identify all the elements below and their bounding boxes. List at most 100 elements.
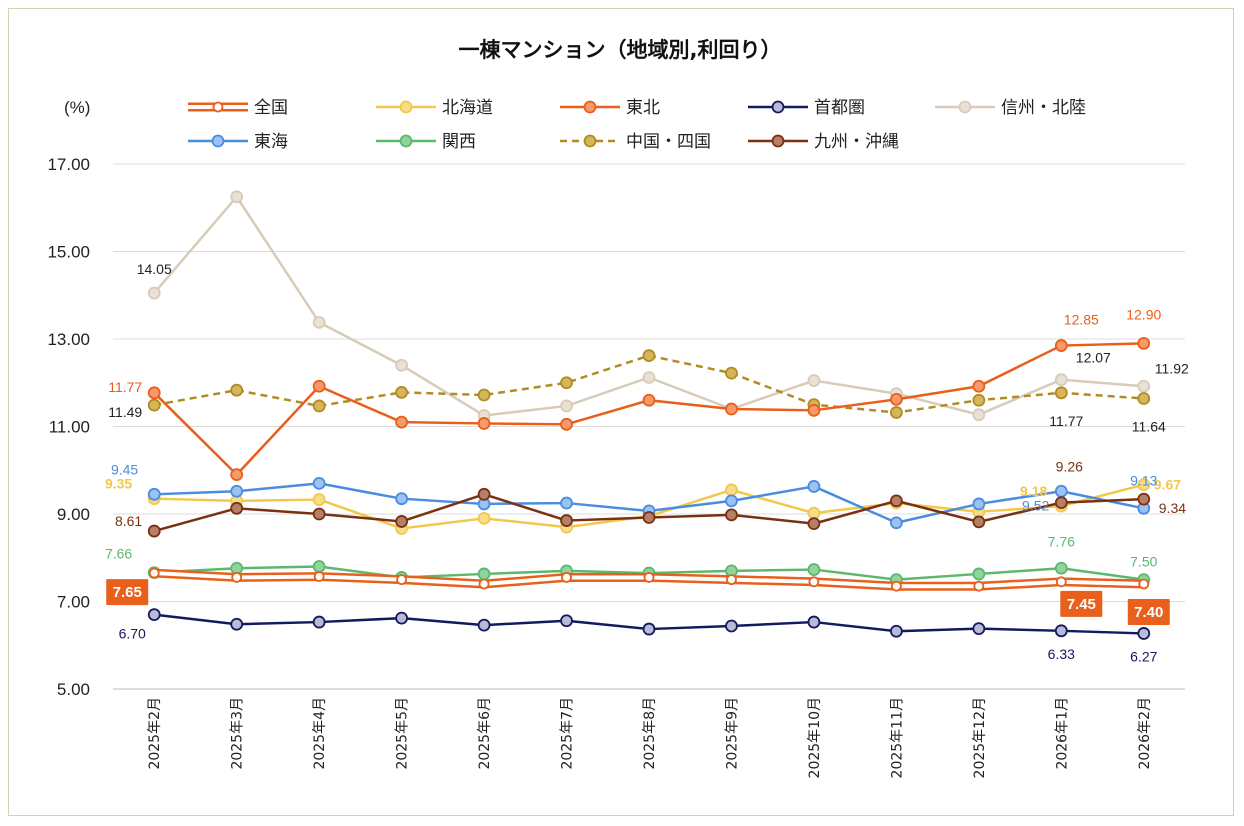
data-label: 9.35 (105, 476, 132, 492)
x-tick-label: 2025年11月 (889, 697, 905, 778)
data-point (230, 383, 244, 397)
data-point (312, 315, 326, 329)
data-label-text: 7.40 (1134, 604, 1163, 621)
data-label: 11.49 (108, 404, 142, 420)
data-label: 9.26 (1056, 459, 1083, 475)
data-point (807, 506, 821, 520)
data-label: 7.45 (1060, 590, 1103, 617)
data-point (477, 417, 491, 430)
data-point (395, 358, 409, 372)
data-point (1054, 386, 1068, 400)
data-label-text: 11.77 (108, 379, 142, 395)
x-tick-label: 2025年4月 (312, 697, 328, 770)
data-point (889, 406, 903, 419)
data-point (808, 576, 820, 588)
legend-label: 北海道 (442, 98, 493, 118)
data-point (1138, 578, 1150, 590)
legend-marker (399, 134, 413, 148)
legend-marker (583, 134, 597, 148)
legend-item: 東海 (188, 132, 288, 152)
data-point (725, 494, 738, 508)
data-label: 6.70 (119, 626, 146, 642)
data-point (1054, 484, 1068, 498)
data-point (312, 560, 326, 573)
series-layer (147, 190, 1151, 640)
data-point (972, 408, 986, 422)
x-tick-label: 2026年1月 (1054, 697, 1070, 770)
data-label: 6.27 (1130, 648, 1157, 664)
legend-item: 北海道 (376, 98, 493, 118)
data-point (477, 567, 491, 581)
data-label-text: 6.27 (1130, 648, 1157, 664)
legend-item: 全国 (188, 98, 288, 118)
data-point (972, 497, 986, 511)
y-axis-ticks: 5.00 7.00 9.00 11.00 13.00 15.00 17.00 (47, 155, 90, 699)
data-point (890, 580, 902, 592)
series-4 (147, 190, 1151, 422)
data-point (643, 572, 655, 583)
series-0 (148, 567, 1150, 592)
data-point (807, 480, 821, 493)
series-2 (147, 336, 1151, 482)
data-point (1054, 624, 1068, 638)
data-point (478, 578, 490, 590)
y-axis-unit: (%) (64, 98, 90, 117)
data-label: 7.76 (1048, 533, 1075, 549)
data-point (312, 379, 326, 393)
data-point (1137, 492, 1151, 506)
data-point (477, 487, 491, 501)
x-tick-label: 2025年9月 (724, 697, 740, 770)
data-point (147, 487, 161, 501)
data-point (477, 388, 491, 402)
data-point (972, 515, 986, 529)
legend-item: 東北 (560, 98, 660, 118)
data-point (725, 402, 738, 416)
data-point (642, 371, 656, 384)
data-point (642, 393, 656, 407)
y-tick-label: 7.00 (57, 593, 90, 612)
chart-title: 一棟マンション（地域別,利回り） (459, 38, 782, 62)
x-tick-label: 2025年8月 (642, 697, 658, 770)
y-tick-label: 9.00 (57, 505, 90, 524)
data-point (147, 608, 161, 622)
data-point (889, 516, 903, 530)
legend-label: 関西 (442, 132, 476, 152)
legend-label: 九州・沖縄 (814, 132, 899, 152)
data-label-text: 11.77 (1049, 413, 1083, 429)
data-point (395, 611, 409, 625)
data-label-text: 9.26 (1056, 459, 1083, 475)
data-point (1137, 336, 1151, 350)
data-point (312, 615, 326, 629)
data-point (312, 507, 326, 521)
data-label-text: 9.52 (1022, 497, 1049, 513)
data-point (889, 392, 903, 406)
data-label-box (106, 579, 149, 606)
data-point (1137, 627, 1151, 640)
data-point (395, 385, 409, 399)
data-label-text: 9.45 (111, 461, 138, 477)
legend-label: 全国 (254, 98, 288, 118)
data-point (560, 496, 573, 510)
data-point (807, 517, 821, 531)
data-label-text: 7.66 (105, 546, 132, 562)
data-label: 9.34 (1159, 500, 1186, 516)
x-tick-label: 2025年12月 (972, 697, 988, 778)
data-point (312, 493, 326, 506)
data-label-text: 14.05 (137, 261, 172, 277)
data-label-box (1127, 599, 1170, 625)
x-tick-label: 2026年2月 (1137, 697, 1153, 770)
data-point (230, 468, 244, 482)
data-label-box (1060, 590, 1103, 617)
data-point (1055, 576, 1067, 588)
data-label: 9.18 (1020, 483, 1047, 499)
series-8 (147, 487, 1151, 538)
data-point (1054, 339, 1068, 352)
data-point (642, 511, 656, 524)
data-point (642, 622, 656, 636)
data-point (147, 386, 161, 400)
data-point (560, 376, 573, 390)
legend-label: 東北 (626, 98, 660, 118)
data-point (972, 567, 986, 581)
legend-marker (958, 100, 972, 114)
y-tick-label: 11.00 (49, 418, 90, 437)
